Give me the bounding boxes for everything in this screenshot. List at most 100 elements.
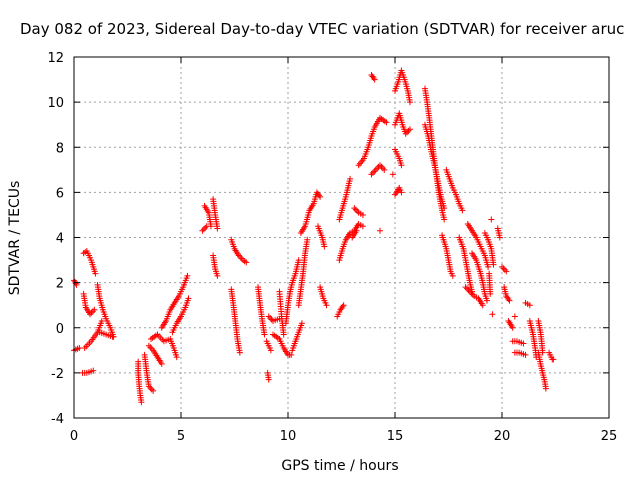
data-point <box>496 234 503 241</box>
data-point <box>378 163 385 170</box>
series-segment-s01 <box>71 345 83 354</box>
x-tick-label: 15 <box>387 429 404 444</box>
data-point <box>371 76 378 83</box>
data-point <box>522 351 529 358</box>
data-point <box>298 320 305 327</box>
y-tick-label: 12 <box>47 51 64 66</box>
data-point <box>511 313 518 320</box>
series-segment-s29 <box>295 236 311 309</box>
data-point <box>150 387 157 394</box>
data-point <box>354 208 361 215</box>
series-segment-s21 <box>255 284 268 338</box>
data-point <box>148 386 155 393</box>
series-segment-s10 <box>141 351 157 394</box>
series-segment-s69 <box>535 349 549 392</box>
series-segment-s64 <box>509 338 527 347</box>
series-segment-s66 <box>522 299 533 309</box>
y-tick-label: 0 <box>56 322 64 337</box>
series-segment-s55 <box>481 229 497 268</box>
series-segment-s65 <box>511 349 529 358</box>
x-axis-label: GPS time / hours <box>281 458 398 474</box>
series-segment-s31 <box>314 223 328 250</box>
series-segment-s07 <box>94 281 117 340</box>
data-point <box>379 165 386 172</box>
series-segment-s14 <box>169 295 192 336</box>
y-tick-label: -4 <box>51 412 64 427</box>
series-segment-s48 <box>421 121 448 212</box>
series-segment-s44 <box>392 146 405 169</box>
y-tick-label: 4 <box>56 232 64 247</box>
data-point <box>406 126 413 133</box>
data-point <box>441 205 448 212</box>
data-point <box>288 351 295 358</box>
data-point <box>479 302 486 309</box>
x-tick-label: 5 <box>177 429 185 444</box>
data-point <box>91 306 98 313</box>
series-segment-s08 <box>96 329 116 340</box>
data-point <box>389 171 396 178</box>
series-segment-s37 <box>355 114 390 169</box>
series-segment-s56 <box>486 270 494 297</box>
data-point <box>490 261 497 268</box>
data-point <box>109 333 116 340</box>
y-tick-label: 8 <box>56 141 64 156</box>
data-point <box>321 243 328 250</box>
data-points <box>71 67 557 406</box>
data-point <box>265 376 272 383</box>
data-point <box>520 340 527 347</box>
data-point <box>352 206 359 213</box>
data-point <box>295 257 302 264</box>
data-point <box>398 189 405 196</box>
series-segment-s67 <box>526 317 540 361</box>
series-segment-s61 <box>501 284 513 304</box>
series-segment-s54 <box>462 284 486 309</box>
data-point <box>202 224 209 231</box>
series-segment-s22 <box>264 369 272 383</box>
data-point <box>185 295 192 302</box>
data-point <box>377 227 384 234</box>
data-point <box>145 342 152 349</box>
data-point <box>280 331 287 338</box>
data-point <box>449 272 456 279</box>
data-point <box>317 193 324 200</box>
series-segment-s70 <box>546 349 556 363</box>
series-segment-s16 <box>210 196 221 232</box>
series-segment-s27 <box>282 257 302 327</box>
data-point <box>90 367 97 374</box>
data-point <box>243 259 250 266</box>
series-segment-s17 <box>199 223 210 234</box>
data-point <box>441 216 448 223</box>
data-point <box>381 166 388 173</box>
series-segment-s36 <box>351 205 366 218</box>
axis-ticks: 0 5 10 15 20 25 -4 -2 0 2 4 6 8 10 12 <box>47 51 617 444</box>
data-point <box>489 311 496 318</box>
series-segment-s09 <box>135 358 145 406</box>
series-segment-s63 <box>511 313 518 320</box>
series-segment-s58 <box>494 225 503 241</box>
series-segment-s59 <box>488 216 495 223</box>
data-point <box>158 360 165 367</box>
data-point <box>550 356 557 363</box>
data-point <box>485 263 492 270</box>
data-point <box>265 313 272 320</box>
data-point <box>488 216 495 223</box>
data-point <box>377 162 384 169</box>
data-point <box>468 290 475 297</box>
data-point <box>214 225 221 232</box>
data-point <box>542 385 549 392</box>
x-tick-label: 0 <box>70 429 78 444</box>
data-point <box>351 205 358 212</box>
data-point <box>406 99 413 106</box>
data-point <box>464 285 471 292</box>
series-segment-s13 <box>158 272 191 331</box>
data-point <box>526 302 533 309</box>
data-point <box>374 165 381 172</box>
series-segment-s03 <box>80 248 99 277</box>
data-point <box>267 347 274 354</box>
x-tick-label: 25 <box>601 429 618 444</box>
series-segment-s45 <box>392 184 405 198</box>
data-point <box>238 255 245 262</box>
series-segment-s53 <box>469 250 491 304</box>
series-segment-s26 <box>276 288 287 338</box>
